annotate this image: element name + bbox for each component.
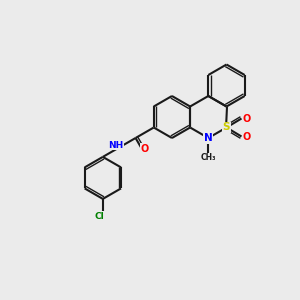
Text: O: O: [140, 144, 148, 154]
Text: O: O: [243, 131, 251, 142]
Text: CH₃: CH₃: [201, 153, 216, 162]
Text: O: O: [243, 113, 251, 124]
Text: Cl: Cl: [95, 212, 105, 221]
Text: S: S: [223, 122, 230, 133]
Text: N: N: [204, 133, 213, 143]
Text: NH: NH: [108, 141, 124, 150]
